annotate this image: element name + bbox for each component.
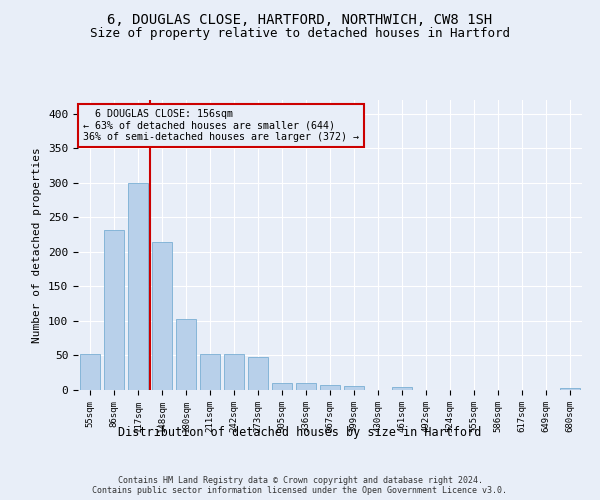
Bar [392,386,412,390]
Text: 6 DOUGLAS CLOSE: 156sqm
← 63% of detached houses are smaller (644)
36% of semi-d: 6 DOUGLAS CLOSE: 156sqm ← 63% of detache… [83,108,359,142]
Bar [248,357,268,390]
Bar [200,354,220,390]
Bar [272,383,292,390]
Bar [152,242,172,390]
Bar [296,383,316,390]
Bar [128,183,148,390]
Text: Contains HM Land Registry data © Crown copyright and database right 2024.
Contai: Contains HM Land Registry data © Crown c… [92,476,508,495]
Bar [104,230,124,390]
Text: Distribution of detached houses by size in Hartford: Distribution of detached houses by size … [118,426,482,439]
Text: 6, DOUGLAS CLOSE, HARTFORD, NORTHWICH, CW8 1SH: 6, DOUGLAS CLOSE, HARTFORD, NORTHWICH, C… [107,12,493,26]
Bar [344,386,364,390]
Y-axis label: Number of detached properties: Number of detached properties [32,147,43,343]
Bar [320,385,340,390]
Bar [176,319,196,390]
Text: Size of property relative to detached houses in Hartford: Size of property relative to detached ho… [90,28,510,40]
Bar [224,354,244,390]
Bar [560,388,580,390]
Bar [80,354,100,390]
